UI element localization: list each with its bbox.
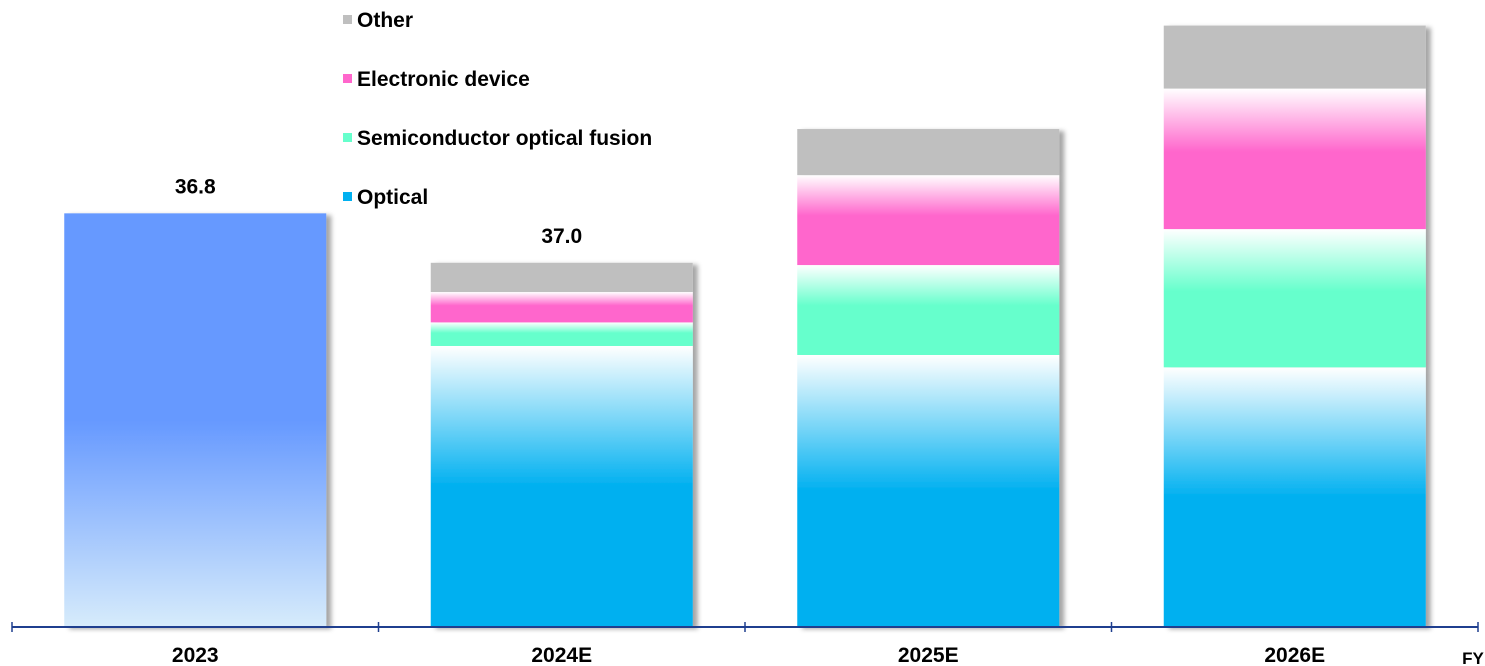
bar-optical-2025e bbox=[797, 354, 1060, 627]
data-labels: 36.8 37.0 bbox=[175, 175, 582, 247]
tick-label-2026e: 2026E bbox=[1264, 644, 1325, 666]
bar-electronic-device-2024e bbox=[430, 292, 693, 323]
legend-label: Optical bbox=[357, 186, 428, 209]
legend-item-semiconductor-optical-fusion: Semiconductor optical fusion bbox=[343, 127, 652, 150]
tick-label-2023: 2023 bbox=[172, 644, 219, 666]
bar-optical-2024e bbox=[430, 345, 693, 627]
bar-group-2025e bbox=[797, 129, 1060, 627]
bar-other-2026e bbox=[1163, 25, 1426, 89]
x-axis-unit-label: FY bbox=[1462, 649, 1484, 666]
legend-swatch bbox=[343, 74, 352, 83]
data-label-2023: 36.8 bbox=[175, 175, 216, 198]
x-axis: 2023 2024E 2025E 2026E FY bbox=[11, 622, 1485, 666]
bar-optical-2026e bbox=[1163, 367, 1426, 627]
legend-label: Electronic device bbox=[357, 68, 530, 91]
legend-item-other: Other bbox=[343, 9, 413, 32]
legend-label: Semiconductor optical fusion bbox=[357, 127, 652, 150]
bar-electronic-device-2025e bbox=[797, 175, 1060, 266]
bar-semiconductor-optical-fusion-2026e bbox=[1163, 229, 1426, 368]
legend-item-optical: Optical bbox=[343, 186, 428, 209]
bar-semiconductor-optical-fusion-2025e bbox=[797, 265, 1060, 355]
bar-other-2024e bbox=[430, 262, 693, 293]
bar-electronic-device-2026e bbox=[1163, 88, 1426, 230]
legend-item-electronic-device: Electronic device bbox=[343, 68, 530, 91]
legend-swatch bbox=[343, 133, 352, 142]
bar-total-2023 bbox=[64, 213, 327, 627]
bar-other-2025e bbox=[797, 129, 1060, 176]
data-label-2024e: 37.0 bbox=[541, 225, 582, 248]
bar-semiconductor-optical-fusion-2024e bbox=[430, 322, 693, 346]
bars bbox=[64, 25, 1426, 627]
legend-swatch bbox=[343, 192, 352, 201]
tick-label-2025e: 2025E bbox=[898, 644, 959, 666]
legend: Other Electronic device Semiconductor opti… bbox=[343, 9, 652, 209]
bar-group-2026e bbox=[1163, 25, 1426, 627]
legend-swatch bbox=[343, 15, 352, 24]
tick-label-2024e: 2024E bbox=[531, 644, 592, 666]
legend-label: Other bbox=[357, 9, 413, 32]
bar-group-2023 bbox=[64, 213, 327, 627]
bar-group-2024e bbox=[430, 262, 693, 627]
